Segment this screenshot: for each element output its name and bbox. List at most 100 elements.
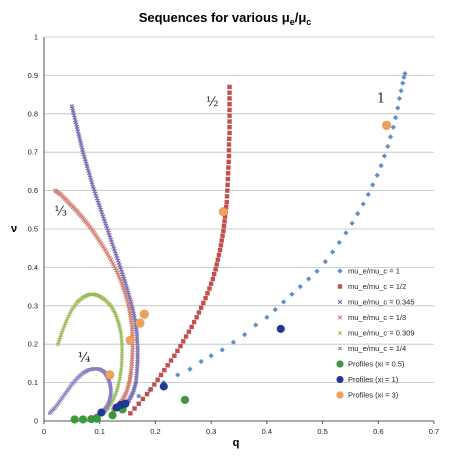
- legend-entry: mu_e/mu_c = 0.309: [338, 329, 415, 338]
- data-point: [132, 406, 137, 411]
- data-point: [148, 387, 153, 392]
- data-point: [181, 339, 186, 344]
- data-point: [215, 257, 221, 262]
- data-point: [213, 267, 218, 272]
- data-point: [186, 329, 192, 334]
- data-point: [207, 286, 212, 291]
- data-point: [109, 259, 115, 265]
- legend-marker: [338, 331, 342, 335]
- data-point: [276, 324, 286, 334]
- data-point: [203, 295, 208, 301]
- data-point: [210, 276, 216, 282]
- legend-marker: [337, 284, 343, 289]
- x-tick-label: 0.4: [262, 427, 272, 436]
- data-point: [219, 238, 224, 243]
- data-point: [208, 281, 214, 286]
- data-point: [208, 353, 214, 359]
- x-tick-label: 0: [42, 427, 46, 436]
- legend-label: Profiles (xi = 3): [348, 391, 399, 400]
- legend-entry: mu_e/mu_c = 1/4: [338, 344, 406, 353]
- data-point: [136, 401, 141, 406]
- curve-annotation: ½: [206, 95, 219, 110]
- data-point: [224, 199, 229, 205]
- data-point: [224, 194, 230, 199]
- data-point: [280, 299, 287, 305]
- data-point: [227, 107, 232, 113]
- data-point: [227, 102, 232, 107]
- data-point: [223, 204, 229, 210]
- data-point: [272, 307, 278, 313]
- x-tick-label: 0.5: [317, 427, 327, 436]
- data-point: [168, 358, 174, 363]
- chart-title-text: Sequences for various μe/μc: [139, 10, 312, 27]
- legend-marker: [338, 346, 342, 351]
- data-point: [219, 347, 225, 353]
- data-point: [401, 74, 407, 80]
- legend-marker: [337, 315, 343, 320]
- data-point: [264, 314, 270, 320]
- data-point: [370, 182, 376, 188]
- data-point: [365, 191, 371, 198]
- data-point: [221, 228, 226, 234]
- x-axis-label: q: [233, 437, 240, 449]
- data-point: [172, 353, 177, 358]
- x-tick-label: 0.1: [94, 427, 104, 436]
- x-tick-label: 0.7: [429, 427, 439, 436]
- data-point: [158, 372, 164, 378]
- data-point: [162, 367, 167, 373]
- legend-entry: Profiles (xi = 0.5): [336, 360, 405, 369]
- legend-label: mu_e/mu_c = 0.309: [348, 329, 415, 338]
- y-tick-label: 0.2: [28, 340, 38, 349]
- x-tick-label: 0.6: [373, 427, 383, 436]
- data-point: [194, 315, 199, 320]
- data-point: [205, 291, 210, 296]
- data-point: [227, 90, 232, 95]
- data-point: [218, 206, 229, 217]
- data-point: [330, 249, 336, 255]
- x-tick-label: 0.3: [206, 427, 216, 436]
- data-point: [343, 230, 349, 236]
- data-point: [381, 153, 388, 159]
- data-point: [187, 366, 193, 372]
- data-point: [226, 142, 232, 147]
- data-point: [183, 334, 189, 339]
- tick-labels: 0 0.1 0.2 0.3 0.4 0.5 0.6 0.7 0.8 0.9 1 0 0.1 0.2 0.3 0…: [28, 33, 440, 437]
- data-point: [217, 247, 223, 253]
- data-point: [227, 136, 232, 141]
- legend-marker: [336, 360, 344, 368]
- series-profiles-xi-0-5: [70, 395, 190, 424]
- data-point: [222, 214, 228, 219]
- data-point: [201, 300, 206, 306]
- data-point: [253, 322, 259, 328]
- data-point: [398, 88, 404, 94]
- data-point: [97, 408, 106, 417]
- data-point: [222, 219, 227, 224]
- series-mu-e-mu-c-0-309: [55, 292, 124, 415]
- data-point: [152, 382, 157, 387]
- data-point: [121, 399, 130, 408]
- data-point: [70, 415, 79, 424]
- data-point: [165, 363, 170, 368]
- y-tick-label: 0: [34, 417, 38, 426]
- legend: mu_e/mu_c = 1 mu_e/mu_c = 1/2 mu_e/mu_c = …: [336, 267, 415, 400]
- data-point: [220, 233, 225, 238]
- data-point: [226, 148, 232, 153]
- legend-entry: mu_e/mu_c = 1/3: [337, 313, 406, 322]
- y-tick-label: 0.7: [28, 148, 38, 157]
- y-tick-label: 0.5: [28, 225, 38, 234]
- data-point: [221, 223, 227, 229]
- data-point: [227, 119, 232, 124]
- data-point: [336, 239, 342, 246]
- data-point: [387, 134, 394, 140]
- y-tick-label: 0.4: [28, 263, 38, 272]
- data-point: [374, 172, 380, 178]
- data-point: [381, 120, 392, 131]
- legend-label: mu_e/mu_c = 1: [348, 267, 400, 276]
- data-point: [159, 382, 169, 391]
- data-point: [306, 276, 312, 282]
- data-point: [108, 410, 117, 420]
- data-point: [136, 393, 142, 399]
- data-point: [392, 115, 399, 121]
- data-point: [227, 96, 232, 101]
- series-mu-e-mu-c-0-345: [69, 103, 140, 408]
